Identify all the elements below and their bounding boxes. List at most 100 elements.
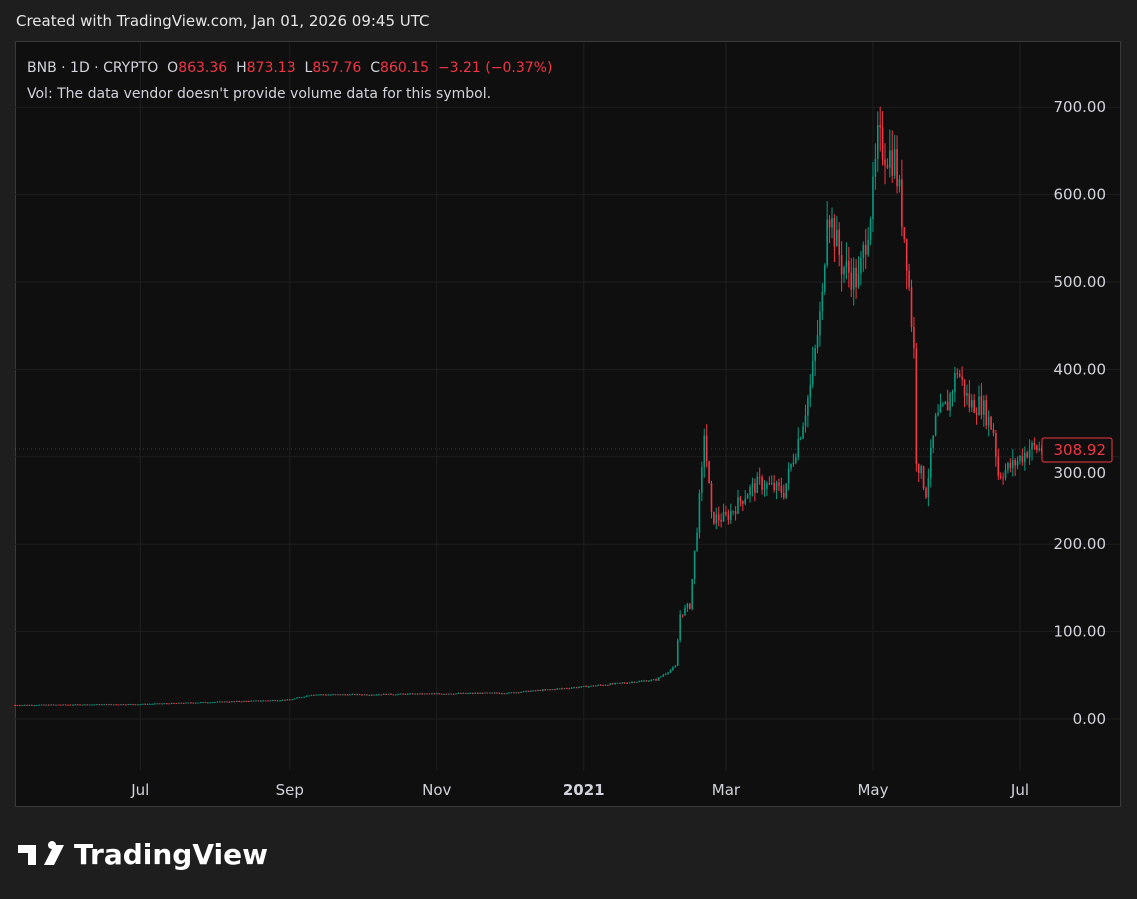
candle-body xyxy=(337,694,339,696)
candle-body xyxy=(438,693,440,695)
candle-body xyxy=(476,692,479,694)
candle-body xyxy=(621,682,624,684)
candle-body xyxy=(14,705,16,707)
candle-body xyxy=(416,693,419,695)
candle-body xyxy=(662,674,665,677)
candle-body xyxy=(556,688,559,690)
candle-body xyxy=(91,704,93,706)
open-label: O xyxy=(167,60,179,76)
candle-body xyxy=(327,694,330,696)
candle-body xyxy=(194,702,197,704)
candle-body xyxy=(973,400,975,413)
candle-body xyxy=(397,694,399,696)
candle-body xyxy=(544,689,546,691)
candle-body xyxy=(375,694,378,696)
candle-body xyxy=(134,704,137,706)
candle-body xyxy=(852,267,855,290)
candle-body xyxy=(638,681,640,683)
candle-body xyxy=(886,165,889,168)
candle-body xyxy=(474,692,477,694)
change-value: −3.21 (−0.37%) xyxy=(437,60,553,76)
candle-body xyxy=(125,704,127,706)
candle-body xyxy=(614,682,616,684)
candle-body xyxy=(219,701,221,703)
candle-body xyxy=(151,703,154,705)
candle-body xyxy=(828,219,831,228)
candle-body xyxy=(351,694,354,696)
candle-body xyxy=(1011,459,1014,469)
candle-body xyxy=(452,693,455,695)
candle-body xyxy=(551,689,554,691)
candle-body xyxy=(838,229,841,255)
candle-body xyxy=(763,488,766,490)
candle-body xyxy=(260,700,262,702)
candle-body xyxy=(62,704,64,706)
x-tick-label: Sep xyxy=(276,781,304,799)
candle-body xyxy=(435,693,438,695)
candle-body xyxy=(792,462,795,464)
x-tick-label: Nov xyxy=(422,781,451,799)
candle-body xyxy=(105,704,108,706)
candle-body xyxy=(300,697,303,699)
candle-body xyxy=(780,485,783,494)
candle-body xyxy=(1014,459,1016,466)
candle-body xyxy=(513,692,515,694)
candle-body xyxy=(341,694,344,696)
candle-body xyxy=(267,700,269,702)
candle-body xyxy=(255,700,257,702)
symbol-label[interactable]: BNB · 1D · CRYPTO xyxy=(27,60,159,76)
candle-body xyxy=(339,694,342,696)
candle-body xyxy=(1026,452,1028,458)
candle-body xyxy=(240,701,243,703)
candle-body xyxy=(1009,463,1012,469)
candle-body xyxy=(833,218,836,247)
candle-body xyxy=(580,686,583,688)
candle-body xyxy=(1028,449,1031,458)
candle-body xyxy=(903,227,906,240)
candle-body xyxy=(141,703,144,705)
candle-body xyxy=(464,692,467,694)
candle-body xyxy=(554,689,556,691)
candle-body xyxy=(821,291,824,312)
candle-body xyxy=(537,690,539,692)
candle-body xyxy=(209,702,212,704)
candle-body xyxy=(28,704,31,706)
candle-body xyxy=(942,404,944,406)
chart-panel[interactable] xyxy=(15,41,1121,807)
candle-body xyxy=(320,694,322,696)
candle-body xyxy=(223,701,226,703)
candle-body xyxy=(619,682,621,684)
candle-body xyxy=(79,704,81,706)
candle-body xyxy=(67,704,69,706)
candle-body xyxy=(281,699,284,701)
candle-body xyxy=(696,532,698,551)
candle-body xyxy=(703,435,706,468)
candle-body xyxy=(819,311,821,336)
y-tick-label: 400.00 xyxy=(1054,360,1107,378)
candle-body xyxy=(799,438,802,440)
candle-body xyxy=(532,690,534,692)
candle-body xyxy=(252,700,255,702)
candle-body xyxy=(426,693,428,695)
candle-body xyxy=(122,704,125,706)
candle-body xyxy=(129,704,132,706)
candle-body xyxy=(568,688,571,690)
y-tick-label: 500.00 xyxy=(1054,273,1107,291)
candle-body xyxy=(488,692,491,694)
candle-body xyxy=(407,693,409,695)
candle-body xyxy=(746,495,749,499)
candle-body xyxy=(539,690,542,692)
candle-body xyxy=(1007,463,1009,470)
y-tick-label: 200.00 xyxy=(1054,535,1107,553)
x-tick-label: 2021 xyxy=(563,781,605,799)
candle-body xyxy=(802,426,804,439)
candle-body xyxy=(96,704,98,706)
candle-body xyxy=(995,433,997,457)
candle-body xyxy=(317,694,320,696)
candle-body xyxy=(611,683,614,685)
candle-body xyxy=(898,179,901,187)
candle-body xyxy=(146,703,149,705)
candle-body xyxy=(987,416,990,426)
candle-body xyxy=(893,149,896,176)
